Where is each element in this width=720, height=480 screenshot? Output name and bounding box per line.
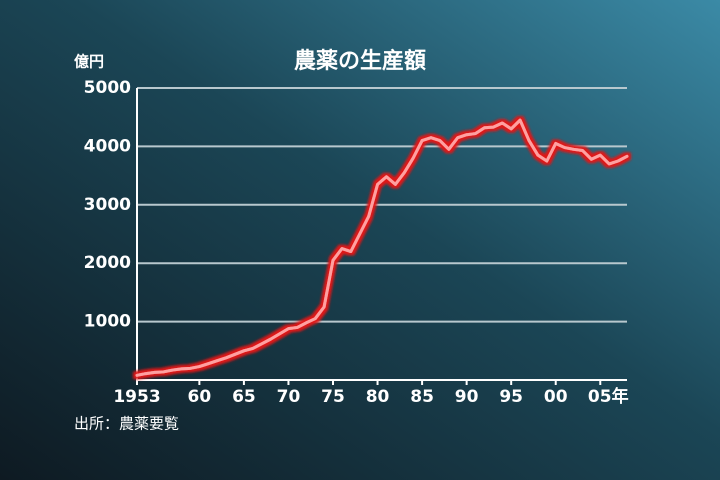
x-tick-label: 1953 bbox=[113, 387, 160, 407]
plot-area: 1000 2000 3000 4000 5000 1953 60 65 70 75 80 85 90 95… bbox=[84, 78, 629, 407]
data-line bbox=[135, 118, 629, 377]
y-tick-label: 5000 bbox=[84, 78, 131, 98]
x-tick-label: 80 bbox=[366, 387, 390, 407]
y-tick-label: 2000 bbox=[84, 253, 131, 273]
x-tick-label: 70 bbox=[277, 387, 301, 407]
y-tick-label: 1000 bbox=[84, 312, 131, 332]
y-tick-label: 4000 bbox=[84, 136, 131, 156]
x-tick-label: 60 bbox=[188, 387, 212, 407]
y-tick-label: 3000 bbox=[84, 195, 131, 215]
x-tick-label: 90 bbox=[455, 387, 479, 407]
y-axis-label: 億円 bbox=[74, 53, 104, 71]
x-tick-label: 85 bbox=[410, 387, 434, 407]
x-tick-label: 95 bbox=[499, 387, 523, 407]
x-tick-label: 05年 bbox=[588, 386, 629, 407]
source: 出所：農薬要覧 bbox=[74, 415, 179, 433]
x-tick-label: 00 bbox=[544, 387, 568, 407]
chart-title: 農薬の生産額 bbox=[294, 48, 426, 74]
x-tick-label: 65 bbox=[232, 387, 256, 407]
x-tick-label: 75 bbox=[321, 387, 345, 407]
